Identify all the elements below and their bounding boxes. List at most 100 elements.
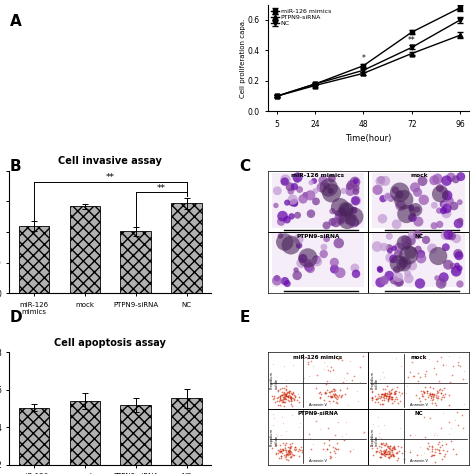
Point (348, 219, 356, 227)
Point (439, 360, 447, 368)
Point (385, 233, 393, 240)
Point (340, 436, 347, 444)
Point (281, 394, 289, 402)
Point (280, 446, 287, 453)
Point (280, 451, 288, 458)
Point (388, 450, 396, 458)
Point (386, 272, 393, 280)
Point (336, 387, 344, 394)
Point (448, 372, 456, 379)
Point (287, 400, 295, 408)
Point (382, 389, 389, 397)
Point (396, 392, 404, 399)
Point (413, 206, 421, 213)
Point (283, 386, 290, 394)
Point (445, 391, 453, 399)
Point (350, 207, 357, 214)
Point (320, 250, 328, 258)
Point (286, 451, 293, 458)
Point (446, 430, 453, 438)
Point (425, 445, 432, 452)
Point (433, 390, 440, 397)
Point (426, 390, 433, 397)
Point (286, 453, 293, 461)
Point (330, 387, 338, 394)
Text: **: ** (106, 173, 115, 182)
Point (369, 394, 376, 402)
Point (332, 395, 339, 402)
Point (287, 448, 294, 456)
Point (346, 447, 353, 455)
Point (384, 395, 392, 402)
Point (306, 191, 314, 199)
Point (272, 440, 279, 448)
Point (380, 243, 388, 251)
Point (428, 391, 436, 398)
Point (328, 189, 335, 197)
Point (312, 418, 320, 425)
Point (411, 431, 419, 439)
Point (352, 177, 360, 185)
Text: E: E (239, 310, 250, 326)
Point (416, 280, 424, 287)
Point (342, 430, 349, 438)
Point (376, 266, 384, 273)
Point (380, 449, 388, 457)
Point (352, 197, 359, 204)
Point (278, 384, 285, 392)
Point (295, 398, 302, 406)
Point (428, 396, 436, 404)
Point (400, 259, 407, 266)
Point (273, 449, 280, 457)
Point (273, 442, 280, 449)
Point (421, 413, 428, 420)
Point (274, 449, 282, 456)
Point (435, 386, 442, 394)
Point (384, 444, 392, 451)
Text: NC: NC (414, 235, 423, 239)
Point (435, 441, 442, 448)
Point (282, 392, 289, 400)
Point (443, 205, 451, 212)
Point (313, 258, 321, 265)
Point (371, 398, 379, 406)
Point (310, 177, 318, 185)
Point (337, 392, 345, 400)
Point (399, 389, 406, 396)
Point (387, 195, 395, 202)
Point (453, 267, 460, 275)
Point (389, 399, 397, 407)
Point (338, 391, 346, 398)
Point (277, 218, 285, 226)
Point (323, 377, 331, 385)
Point (348, 376, 356, 383)
Point (277, 392, 285, 399)
Point (268, 392, 276, 400)
Point (431, 399, 439, 407)
Point (425, 442, 433, 450)
Point (305, 453, 313, 461)
Point (415, 218, 422, 225)
Point (276, 442, 283, 449)
Point (332, 219, 340, 226)
Point (374, 422, 382, 430)
Point (391, 446, 399, 453)
Point (434, 394, 441, 402)
Point (306, 434, 313, 441)
Point (433, 431, 440, 439)
Point (435, 388, 442, 395)
Point (321, 389, 329, 396)
Point (271, 392, 278, 400)
Point (349, 445, 357, 453)
Point (375, 392, 383, 400)
Point (380, 401, 387, 408)
Point (280, 402, 288, 410)
Point (374, 390, 382, 398)
Point (392, 186, 399, 194)
Point (307, 445, 315, 453)
Point (437, 353, 444, 361)
Point (282, 376, 290, 384)
Point (426, 414, 434, 422)
Point (394, 455, 401, 462)
Point (392, 393, 400, 401)
